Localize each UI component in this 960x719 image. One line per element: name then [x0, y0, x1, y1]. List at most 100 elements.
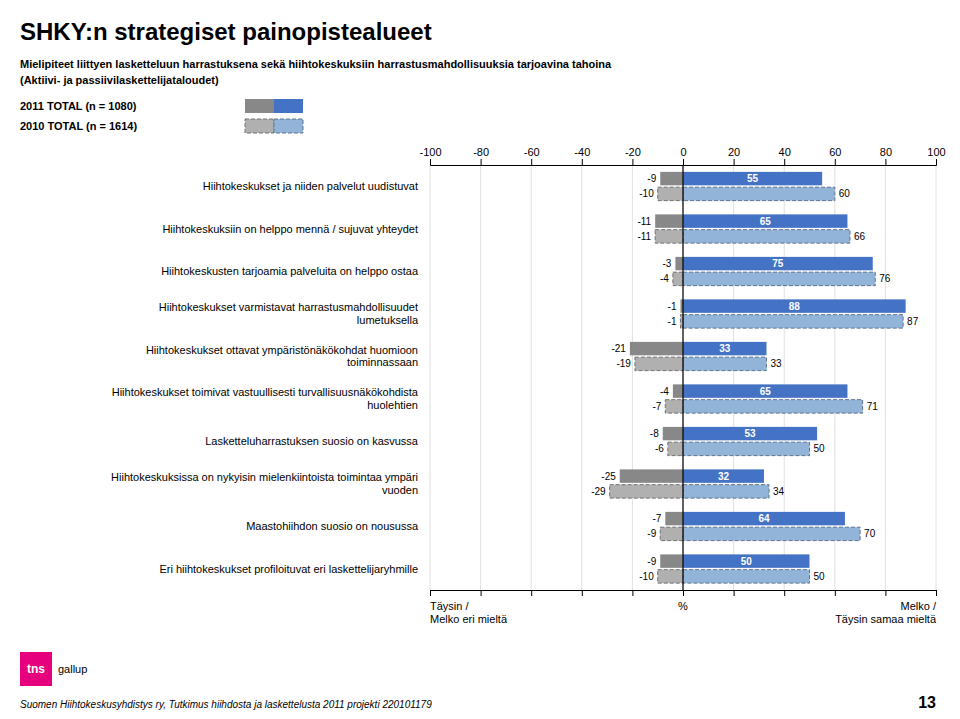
- bar: [683, 357, 766, 370]
- data-label: 87: [907, 316, 919, 327]
- tick: [582, 590, 583, 596]
- data-label: -29: [591, 486, 606, 497]
- grid-line: [581, 165, 582, 590]
- tick: [481, 590, 482, 596]
- tick-mark: [632, 590, 633, 596]
- data-label: -1: [668, 316, 677, 327]
- data-label: -7: [652, 401, 661, 412]
- data-label: 50: [814, 443, 826, 454]
- bar: [683, 230, 850, 243]
- data-label: -10: [639, 188, 654, 199]
- bar: [660, 172, 683, 185]
- tick-mark: [683, 590, 684, 596]
- axis-line: [431, 591, 937, 597]
- category-label: Hiihtokeskukset ottavat ympäristönäkökoh…: [146, 344, 418, 369]
- category-label: Hiihtokeskukset ja niiden palvelut uudis…: [203, 180, 418, 192]
- bar: [683, 172, 822, 185]
- tick: 60: [829, 146, 841, 165]
- grid-line: [683, 165, 684, 590]
- data-label: 60: [839, 188, 851, 199]
- tick-label: -80: [473, 146, 489, 158]
- tick-label: -40: [574, 146, 590, 158]
- data-label: -7: [652, 513, 661, 524]
- tick: [835, 590, 836, 596]
- tick: [531, 590, 532, 596]
- data-label: -9: [647, 556, 656, 567]
- bar: [655, 230, 683, 243]
- axis-label: Täysin /Melko eri mieltä: [430, 600, 508, 625]
- data-label: -11: [637, 231, 651, 242]
- bar: [635, 357, 683, 370]
- data-label: 75: [772, 258, 784, 269]
- data-label: 50: [741, 556, 753, 567]
- data-label: -8: [650, 428, 659, 439]
- data-label: 33: [770, 358, 782, 369]
- tick-mark: [936, 159, 937, 165]
- bar: [658, 570, 683, 583]
- category-labels: Hiihtokeskukset ja niiden palvelut uudis…: [111, 180, 419, 574]
- axis-title: %: [678, 600, 688, 612]
- tick-mark: [936, 590, 937, 596]
- category-label: Lasketteluharrastuksen suosio on kasvuss…: [205, 435, 419, 447]
- category-label: Hiihtokeskusten tarjoamia palveluita on …: [161, 265, 419, 277]
- legend-swatch: [274, 99, 303, 113]
- tick-mark: [683, 159, 684, 165]
- tick-label: 80: [880, 146, 892, 158]
- tick-mark: [582, 590, 583, 596]
- bar: [683, 299, 906, 312]
- tick: 40: [779, 146, 791, 165]
- tick: -60: [524, 146, 540, 165]
- bar: [683, 214, 847, 227]
- legend-swatch: [245, 119, 274, 133]
- data-label: 34: [773, 486, 785, 497]
- tick: [784, 590, 785, 596]
- x-axis-top: -100-80-60-40-20020406080100: [419, 146, 945, 166]
- tick-mark: [784, 159, 785, 165]
- tick-label: 0: [680, 146, 686, 158]
- tick-mark: [531, 159, 532, 165]
- grid-line: [632, 165, 633, 590]
- logo-text: tns: [27, 662, 45, 676]
- legend-label: 2011 TOTAL (n = 1080): [20, 100, 137, 112]
- bar-series: [610, 187, 683, 583]
- title: SHKY:n strategiset painopistealueet: [20, 18, 432, 45]
- tick: [683, 590, 684, 596]
- data-label: -4: [660, 386, 669, 397]
- bar: [683, 315, 903, 328]
- logo-square: [20, 652, 52, 686]
- grid-line: [480, 165, 481, 590]
- chart: -100-80-60-40-20020406080100-9-11-3-1-21…: [0, 0, 960, 719]
- bar: [660, 554, 683, 567]
- tick-label: 60: [829, 146, 841, 158]
- bar: [655, 214, 683, 227]
- tick-mark: [632, 159, 633, 165]
- grid-line: [531, 165, 532, 590]
- bar: [683, 400, 863, 413]
- bar: [683, 554, 810, 567]
- page-number: 13: [918, 694, 936, 711]
- bar-series: [620, 172, 683, 568]
- data-label: -9: [647, 173, 656, 184]
- data-label: 76: [879, 273, 891, 284]
- legend: 2011 TOTAL (n = 1080)2010 TOTAL (n = 161…: [20, 99, 303, 133]
- category-label: Hiihtokeskuksiin on helppo mennä / sujuv…: [162, 223, 418, 235]
- bar: [683, 187, 835, 200]
- data-label: -25: [601, 471, 616, 482]
- data-label: -9: [647, 528, 656, 539]
- tick-mark: [885, 590, 886, 596]
- bar: [673, 272, 683, 285]
- data-label: -21: [611, 343, 626, 354]
- bar: [610, 485, 683, 498]
- bar-series: [683, 172, 906, 568]
- bar: [668, 442, 683, 455]
- data-label: -11: [637, 216, 651, 227]
- tick-label: 100: [927, 146, 945, 158]
- bars: [610, 172, 906, 583]
- tick-label: -100: [419, 146, 441, 158]
- axis-line: [431, 159, 937, 166]
- grid: [430, 165, 936, 590]
- tick-mark: [835, 590, 836, 596]
- grid-line: [733, 165, 734, 590]
- tick-label: 40: [779, 146, 791, 158]
- category-label: Eri hiihtokeskukset profiloituvat eri la…: [159, 563, 418, 575]
